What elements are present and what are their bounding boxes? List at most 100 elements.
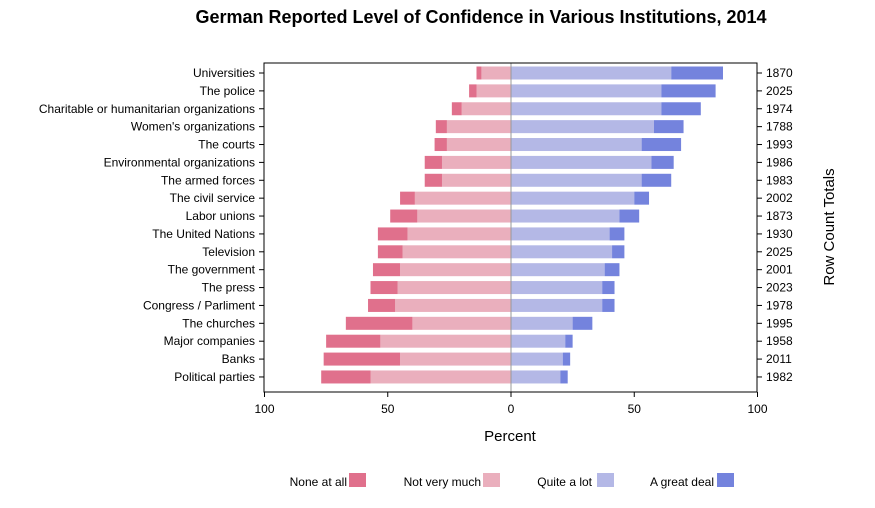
category-label: Political parties bbox=[174, 370, 255, 384]
bar-segment bbox=[511, 191, 635, 205]
bar-segment bbox=[414, 191, 511, 205]
bar-segment bbox=[612, 245, 625, 259]
bar-segment bbox=[511, 263, 605, 277]
bar-segment bbox=[323, 352, 401, 366]
legend-label: None at all bbox=[290, 475, 347, 489]
bar-segment bbox=[372, 263, 401, 277]
bar-segment bbox=[435, 120, 447, 134]
bar-segment bbox=[400, 352, 511, 366]
bar-segment bbox=[602, 281, 615, 295]
bar-segment bbox=[424, 155, 442, 169]
category-label: The courts bbox=[198, 138, 255, 152]
bar-segment bbox=[511, 334, 566, 348]
category-label: Charitable or humanitarian organizations bbox=[39, 102, 255, 116]
bar-segment bbox=[619, 209, 640, 223]
bar-segment bbox=[651, 155, 674, 169]
bar-segment bbox=[407, 227, 511, 241]
category-label: The police bbox=[200, 84, 256, 98]
bar-segment bbox=[511, 281, 603, 295]
bar-segment bbox=[390, 209, 418, 223]
bar-segment bbox=[511, 84, 662, 98]
bar-segment bbox=[661, 84, 716, 98]
category-label: Labor unions bbox=[186, 209, 255, 223]
bar-segment bbox=[368, 298, 396, 312]
bar-segment bbox=[565, 334, 573, 348]
bar-segment bbox=[511, 316, 573, 330]
row-total-label: 1873 bbox=[766, 209, 793, 223]
bar-segment bbox=[412, 316, 511, 330]
x-tick-label: 50 bbox=[628, 402, 642, 416]
category-label: The press bbox=[202, 281, 255, 295]
bar-segment bbox=[377, 245, 403, 259]
bar-segment bbox=[653, 120, 684, 134]
bar-segment bbox=[511, 298, 603, 312]
row-total-label: 1974 bbox=[766, 102, 793, 116]
bar-segment bbox=[641, 138, 682, 152]
category-axis: Universities The police Charitable or huma… bbox=[39, 66, 264, 384]
bar-segment bbox=[511, 120, 654, 134]
row-total-label: 2025 bbox=[766, 245, 793, 259]
category-label: Universities bbox=[193, 66, 255, 80]
category-label: Television bbox=[202, 245, 255, 259]
bar-segment bbox=[400, 263, 511, 277]
bar-segment bbox=[451, 102, 462, 116]
bar-segment bbox=[402, 245, 511, 259]
bar-segment bbox=[400, 191, 415, 205]
bar-segment bbox=[370, 370, 511, 384]
category-label: Women's organizations bbox=[131, 120, 255, 134]
row-total-label: 1788 bbox=[766, 120, 793, 134]
bar-segment bbox=[461, 102, 511, 116]
x-tick-label: 100 bbox=[747, 402, 767, 416]
legend-swatch bbox=[717, 473, 734, 487]
category-label: Congress / Parliment bbox=[143, 298, 256, 312]
bar-segment bbox=[572, 316, 593, 330]
bar-segment bbox=[604, 263, 620, 277]
legend: None at all Not very much Quite a lot A gre… bbox=[290, 473, 734, 489]
x-tick-label: 50 bbox=[381, 402, 395, 416]
row-total-label: 1986 bbox=[766, 155, 793, 169]
row-total-label: 1930 bbox=[766, 227, 793, 241]
category-label: The armed forces bbox=[161, 173, 255, 187]
bar-segment bbox=[446, 138, 511, 152]
bar-segment bbox=[397, 281, 511, 295]
bar-segment bbox=[511, 209, 620, 223]
bar-segment bbox=[661, 102, 701, 116]
bar-segment bbox=[511, 227, 610, 241]
bar-segment bbox=[434, 138, 447, 152]
row-total-label: 1983 bbox=[766, 173, 793, 187]
bar-segment bbox=[424, 173, 442, 187]
bar-segment bbox=[469, 84, 477, 98]
bar-segment bbox=[380, 334, 511, 348]
row-total-label: 1982 bbox=[766, 370, 793, 384]
bar-segment bbox=[609, 227, 625, 241]
bar-segment bbox=[441, 173, 511, 187]
bar-segment bbox=[321, 370, 371, 384]
bar-segment bbox=[641, 173, 672, 187]
row-total-label: 1958 bbox=[766, 334, 793, 348]
legend-swatch bbox=[597, 473, 614, 487]
bar-segment bbox=[511, 66, 672, 80]
x-tick-label: 100 bbox=[254, 402, 274, 416]
row-total-label: 1993 bbox=[766, 138, 793, 152]
bar-segment bbox=[634, 191, 650, 205]
bar-segment bbox=[417, 209, 511, 223]
category-label: The churches bbox=[182, 316, 255, 330]
right-axis-label: Row Count Totals bbox=[821, 168, 838, 285]
row-total-axis: 1870 2025 1974 1788 1993 1986 1983 2002 1873 1930… bbox=[757, 66, 793, 384]
category-label: The government bbox=[168, 263, 256, 277]
row-total-label: 2002 bbox=[766, 191, 793, 205]
legend-label: Quite a lot bbox=[537, 475, 592, 489]
bar-segment bbox=[511, 370, 561, 384]
bar-segment bbox=[481, 66, 511, 80]
bar-segment bbox=[476, 66, 482, 80]
category-label: Banks bbox=[222, 352, 255, 366]
category-label: Environmental organizations bbox=[104, 155, 255, 169]
legend-swatch bbox=[483, 473, 500, 487]
bar-segment bbox=[370, 281, 398, 295]
row-total-label: 2023 bbox=[766, 281, 793, 295]
row-total-label: 2001 bbox=[766, 263, 793, 277]
bar-segment bbox=[671, 66, 723, 80]
bar-segment bbox=[441, 155, 511, 169]
bar-segment bbox=[560, 370, 568, 384]
